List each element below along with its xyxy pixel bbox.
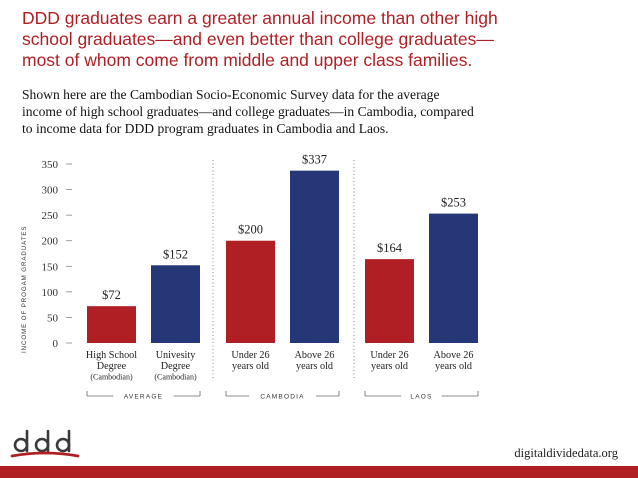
website-link[interactable]: digitaldividedata.org: [514, 446, 618, 460]
income-bar-chart: 0 50 100 150 200 250 300 350 INCOME OF PROGAM GR…: [21, 153, 479, 401]
bottom-accent-bar: [0, 466, 638, 478]
bar-value-label: $152: [163, 247, 188, 261]
category-label: years old: [435, 361, 472, 372]
y-tick-label: 250: [42, 210, 59, 222]
category-label: Above 26: [295, 350, 335, 361]
category-label: Above 26: [434, 350, 474, 361]
bar: [151, 265, 200, 343]
y-axis-title: INCOME OF PROGAM GRADUATES: [21, 226, 28, 353]
y-tick-label: 150: [42, 261, 59, 273]
subtext-line-2: income of high school graduates—and coll…: [22, 104, 474, 119]
bar: [290, 170, 339, 343]
bar-value-label: $337: [302, 153, 327, 167]
y-tick-label: 50: [47, 312, 59, 324]
category-label: Under 26: [231, 350, 269, 361]
bar-value-label: $164: [377, 241, 403, 255]
ddd-logo-icon: ddd: [10, 429, 80, 458]
category-label: years old: [296, 361, 333, 372]
category-label: Degree: [97, 361, 127, 372]
headline-line-3: most of whom come from middle and upper …: [22, 50, 473, 70]
bar-value-label: $253: [441, 196, 466, 210]
category-label: Degree: [161, 361, 191, 372]
y-tick-label: 350: [42, 159, 59, 171]
category-label: Under 26: [370, 350, 408, 361]
category-label: High School: [86, 350, 137, 361]
group-label: CAMBODIA: [260, 394, 304, 401]
headline: DDD graduates earn a greater annual inco…: [22, 8, 622, 71]
category-label: years old: [232, 361, 269, 372]
bar: [87, 306, 136, 343]
category-label: (Cambodian): [90, 373, 133, 382]
y-tick-label: 300: [42, 185, 59, 197]
bar: [365, 259, 414, 343]
group-label: AVERAGE: [124, 394, 163, 401]
category-label: (Cambodian): [154, 373, 197, 382]
y-tick-label: 100: [42, 287, 59, 299]
y-tick-label: 200: [42, 236, 59, 248]
headline-line-1: DDD graduates earn a greater annual inco…: [22, 8, 498, 28]
bar-value-label: $72: [102, 288, 121, 302]
category-label: Univesity: [156, 350, 197, 361]
category-label: years old: [371, 361, 408, 372]
bar: [429, 213, 478, 343]
bar: [226, 240, 275, 343]
group-label: LAOS: [410, 394, 432, 401]
headline-line-2: school graduates—and even better than co…: [22, 29, 494, 49]
subtext-line-3: to income data for DDD program graduates…: [22, 121, 389, 136]
y-tick-label: 0: [53, 338, 59, 350]
bar-value-label: $200: [238, 223, 263, 237]
subtext-line-1: Shown here are the Cambodian Socio-Econo…: [22, 87, 440, 102]
subtext: Shown here are the Cambodian Socio-Econo…: [22, 86, 622, 137]
